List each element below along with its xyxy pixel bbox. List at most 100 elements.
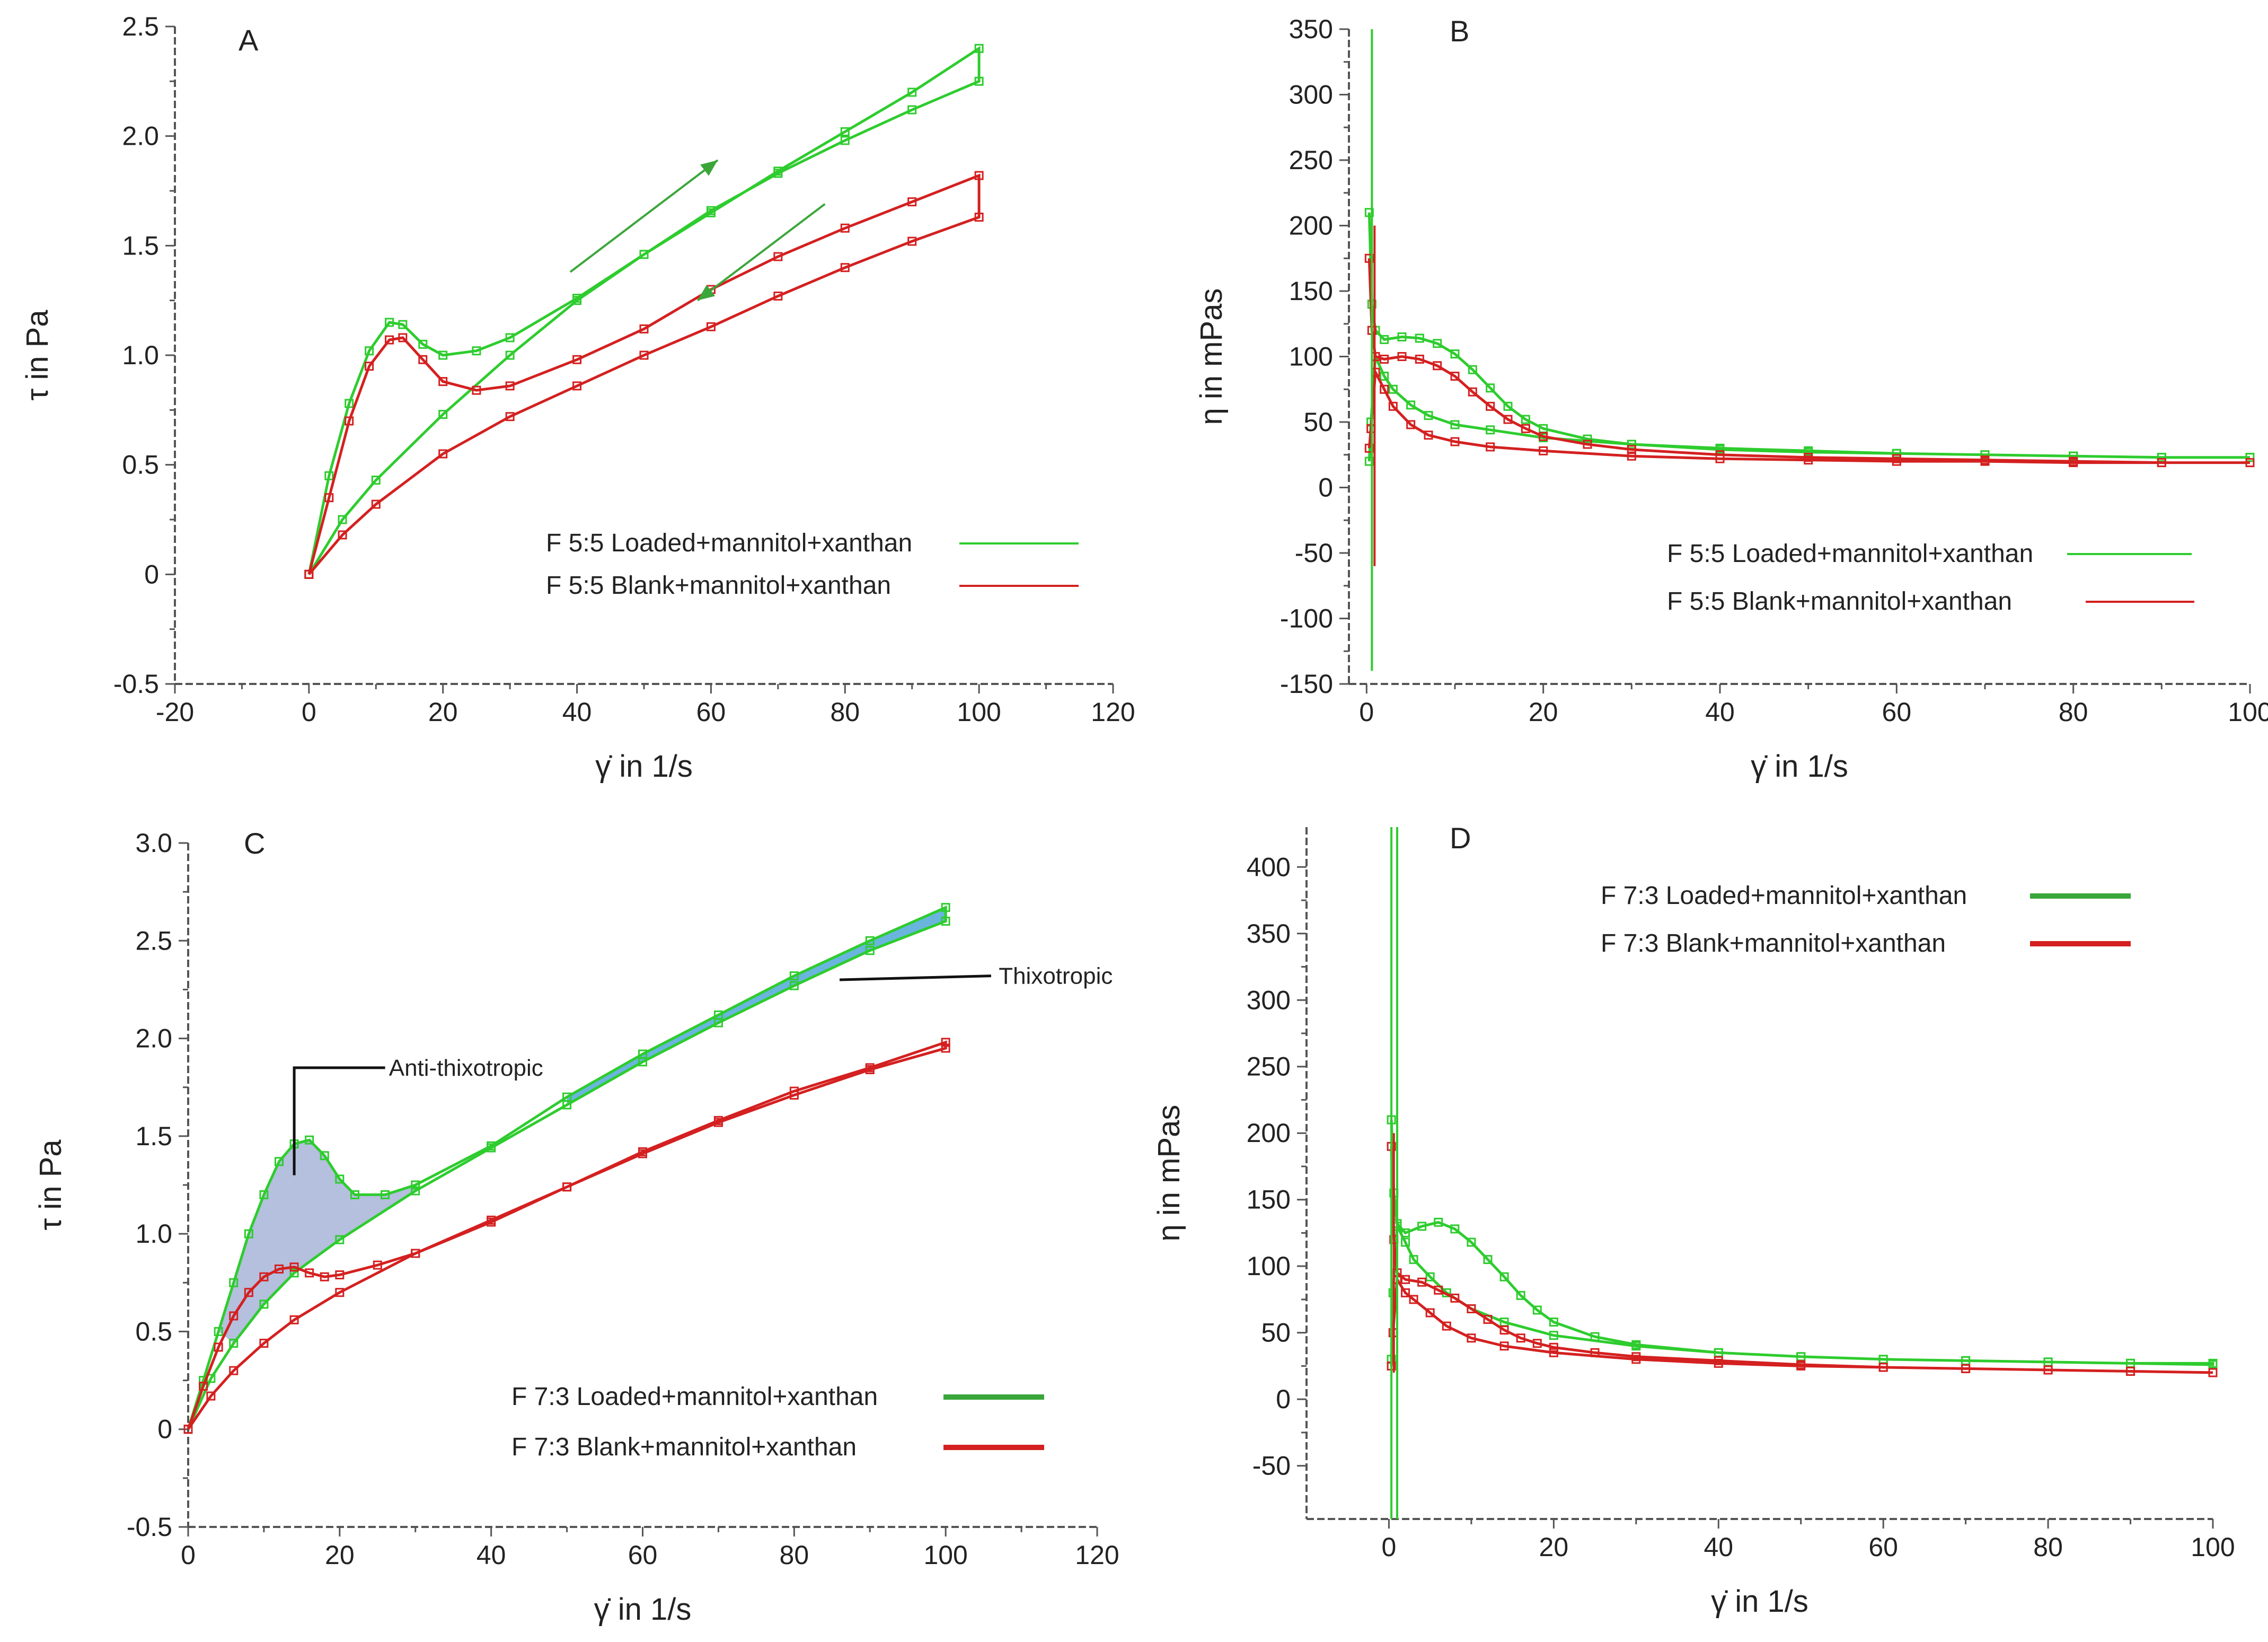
x-tick-label: 100 [957,697,1001,727]
series-loaded [1387,1115,2218,1369]
data-point-blank [1539,446,1548,455]
data-point-blank [1467,1304,1476,1313]
data-point-blank [1425,1308,1435,1318]
x-tick-label: 60 [1868,1532,1898,1562]
x-tick-label: 0 [181,1540,196,1570]
data-point-blank [1409,1295,1418,1304]
thixotropic-label: Thixotropic [999,963,1113,989]
data-point-loaded [320,1151,329,1161]
x-tick-label: 0 [1382,1532,1397,1562]
data-point-loaded [505,350,515,360]
data-point-blank [335,1288,345,1297]
data-point-loaded [229,1339,239,1348]
data-point-loaded [1434,1217,1443,1227]
data-point-loaded [324,471,334,480]
series-line-loaded [307,46,981,575]
data-point-loaded [974,43,984,53]
x-tick-label: 40 [1704,1532,1733,1562]
data-point-blank [214,1342,223,1352]
data-point-loaded [562,1100,572,1110]
data-point-loaded [365,346,374,356]
data-point-loaded [706,206,716,215]
legend-label-loaded: F 5:5 Loaded+mannitol+xanthan [546,529,912,557]
y-tick-label: 0 [144,559,159,589]
data-point-loaded [438,350,448,360]
data-point-loaded [789,981,799,990]
series-line-loaded [1367,212,2250,462]
panel-a: -20 0 20 40 60 80 100 120 -0.5 0 0.5 1.0 1.5 2.0 2.5 γ̇… [20,12,1135,784]
data-point-blank [373,1260,382,1270]
data-point-loaded [275,1157,284,1166]
data-point-loaded [411,1186,420,1196]
data-point-loaded [1433,339,1442,348]
data-point-blank [1631,1355,1641,1364]
x-tick-label: 100 [2228,697,2268,727]
data-point-blank [1499,1325,1509,1335]
data-point-blank [1401,1275,1410,1284]
data-point-blank [345,416,354,426]
data-point-blank [438,377,448,387]
data-point-blank [1468,387,1477,397]
y-tick-label: 3.0 [135,828,172,858]
data-point-blank [1503,415,1513,424]
data-point-blank [487,1215,496,1225]
data-point-blank [1380,354,1389,364]
data-point-loaded [2069,451,2078,461]
x-tick-label: 40 [562,697,592,727]
data-point-loaded [338,515,347,524]
data-point-loaded [2157,453,2166,462]
data-point-loaded [1468,365,1477,374]
data-point-loaded [1397,332,1407,341]
data-point-blank [941,1043,950,1053]
data-point-blank [2069,458,2078,468]
series-blank [1387,1142,2218,1377]
data-point-loaded [1380,372,1389,381]
data-point-blank [229,1366,239,1375]
data-point-blank [244,1288,253,1297]
data-point-blank [1433,361,1442,371]
data-point-loaded [418,339,428,349]
data-point-blank [840,223,850,233]
data-point-loaded [1549,1318,1558,1327]
data-point-blank [2126,1366,2135,1376]
x-tick-label: 80 [830,697,860,727]
y-tick-label: 0.5 [122,450,159,480]
data-point-blank [2157,458,2166,468]
data-point-loaded [229,1278,239,1287]
data-point-blank [639,324,649,333]
series-line-blank [307,173,981,575]
data-point-blank [289,1262,299,1272]
data-point-loaded [1406,400,1416,410]
data-point-blank [505,381,515,391]
data-point-loaded [438,410,448,419]
x-tick-label: 80 [780,1540,809,1570]
data-point-loaded [1450,1224,1460,1234]
thixotropic-callout [840,974,991,981]
data-point-blank [1415,354,1424,364]
data-point-loaded [371,476,381,485]
data-point-blank [259,1339,269,1348]
panel-d: 0 20 40 60 80 100 -50 0 50 100 150 200 250 300 350 400 γ… [1152,821,2235,1619]
panel-letter: D [1450,821,1471,855]
data-point-blank [1796,1361,1806,1371]
data-point-blank [1406,420,1416,429]
data-point-blank [974,171,984,180]
y-tick-label: -100 [1280,604,1333,634]
data-point-loaded [1417,1222,1427,1231]
data-point-blank [907,197,917,207]
data-point-blank [365,362,374,371]
y-tick-label: -50 [1295,538,1333,568]
data-point-blank [840,263,850,273]
legend-label-blank: F 5:5 Blank+mannitol+xanthan [546,572,891,600]
legend-label-blank: F 7:3 Blank+mannitol+xanthan [511,1433,857,1461]
data-point-blank [1627,451,1636,461]
data-point-blank [1532,1339,1542,1348]
data-point-loaded [244,1229,253,1239]
data-point-blank [1486,442,1495,452]
direction-arrowhead-2 [698,285,716,301]
anti-thixotropic-label: Anti-thixotropic [389,1055,543,1081]
data-point-loaded [1516,1290,1525,1300]
data-point-blank [1627,445,1636,454]
data-point-blank [1516,1333,1525,1343]
data-point-blank [472,385,481,395]
